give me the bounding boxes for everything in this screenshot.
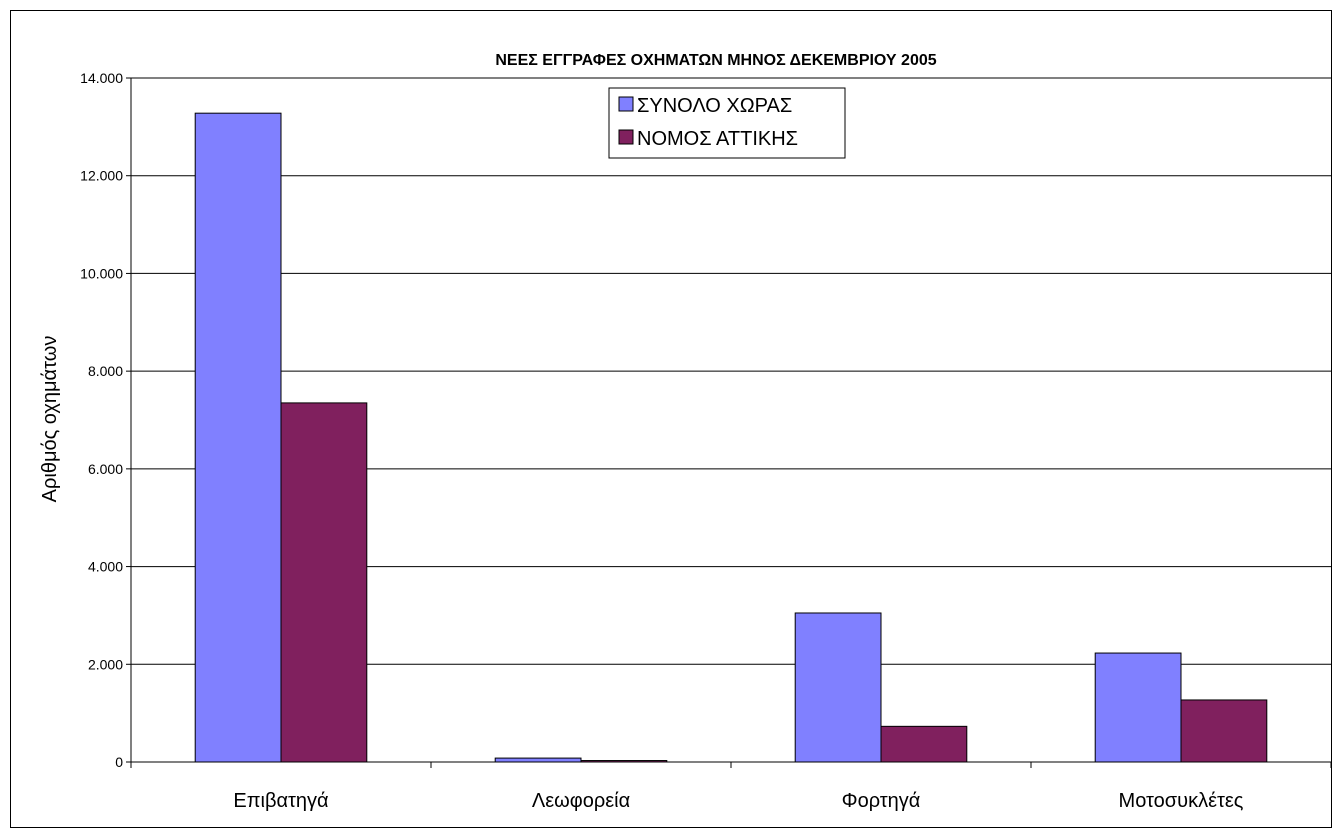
bars: [194, 112, 1268, 763]
legend-label: ΣΥΝΟΛΟ ΧΩΡΑΣ: [637, 95, 792, 117]
y-tick-label: 10.000: [80, 265, 123, 281]
category-label: Επιβατηγά: [233, 790, 328, 812]
chart-frame: ΝΕΕΣ ΕΓΓΡΑΦΕΣ ΟΧΗΜΑΤΩΝ ΜΗΝΟΣ ΔΕΚΕΜΒΡΙΟΥ …: [10, 10, 1332, 828]
bar-synolo-xoras: [794, 612, 882, 763]
y-axis-title: Αριθμός οχημάτων: [39, 336, 61, 503]
category-label: Λεωφορεία: [532, 790, 630, 812]
bar-nomos-attikis: [280, 402, 368, 763]
bar-nomos-attikis: [1180, 699, 1268, 763]
y-tick-label: 0: [115, 754, 123, 770]
category-labels: Επιβατηγά Λεωφορεία Φορτηγά Μοτοσυκλέτες: [233, 790, 1243, 812]
category-label: Φορτηγά: [842, 790, 921, 812]
legend-swatch: [618, 96, 634, 112]
chart-title: ΝΕΕΣ ΕΓΓΡΑΦΕΣ ΟΧΗΜΑΤΩΝ ΜΗΝΟΣ ΔΕΚΕΜΒΡΙΟΥ …: [495, 52, 936, 69]
axes: [130, 78, 1331, 768]
legend-label: ΝΟΜΟΣ ΑΤΤΙΚΗΣ: [637, 128, 798, 150]
y-tick-label: 14.000: [80, 70, 123, 86]
legend: ΣΥΝΟΛΟ ΧΩΡΑΣ ΝΟΜΟΣ ΑΤΤΙΚΗΣ: [608, 87, 846, 159]
y-tick-label: 4.000: [88, 559, 123, 575]
bar-synolo-xoras: [194, 112, 282, 763]
category-label: Μοτοσυκλέτες: [1119, 790, 1244, 812]
bar-chart: ΝΕΕΣ ΕΓΓΡΑΦΕΣ ΟΧΗΜΑΤΩΝ ΜΗΝΟΣ ΔΕΚΕΜΒΡΙΟΥ …: [39, 52, 1331, 812]
y-tick-label: 8.000: [88, 363, 123, 379]
bar-nomos-attikis: [880, 725, 968, 763]
bar-synolo-xoras: [1094, 652, 1182, 763]
legend-swatch: [618, 129, 634, 145]
y-tick-label: 6.000: [88, 461, 123, 477]
y-tick-labels: 0 2.000 4.000 6.000 8.000 10.000 12.000 14.000: [80, 70, 131, 770]
y-tick-label: 12.000: [80, 168, 123, 184]
legend-box: [608, 87, 846, 159]
bar-synolo-xoras: [494, 757, 582, 763]
y-tick-label: 2.000: [88, 656, 123, 672]
